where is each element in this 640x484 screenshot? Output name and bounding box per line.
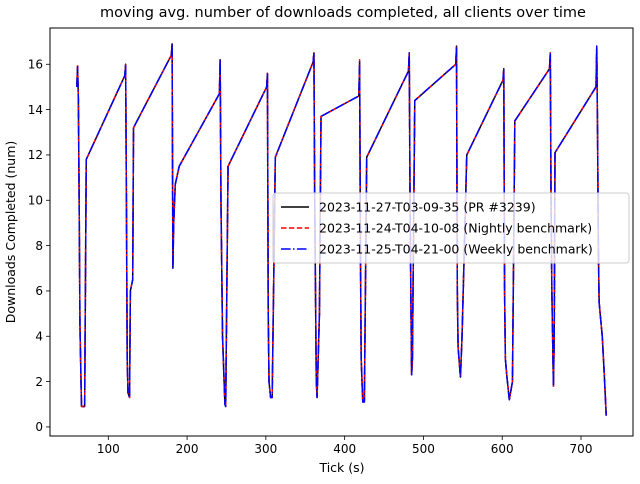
y-tick-label: 0 — [35, 420, 43, 434]
y-tick-label: 16 — [28, 58, 43, 72]
y-tick-label: 12 — [28, 148, 43, 162]
x-axis: 100 200 300 400 500 600 700 — [97, 436, 593, 456]
legend: 2023-11-27-T03-09-35 (PR #3239) 2023-11-2… — [272, 192, 630, 264]
x-tick-label: 600 — [491, 442, 514, 456]
y-tick-label: 6 — [35, 284, 43, 298]
legend-label-1: 2023-11-27-T03-09-35 (PR #3239) — [319, 200, 536, 215]
y-tick-label: 14 — [28, 103, 43, 117]
x-tick-label: 300 — [254, 442, 277, 456]
y-axis: 0 2 4 6 8 10 12 14 16 — [28, 58, 50, 434]
y-tick-label: 4 — [35, 330, 43, 344]
legend-label-3: 2023-11-25-T04-21-00 (Weekly benchmark) — [319, 242, 593, 257]
x-tick-label: 100 — [97, 442, 120, 456]
x-tick-label: 200 — [176, 442, 199, 456]
plot-frame — [49, 27, 634, 437]
series-group — [76, 43, 607, 416]
y-tick-label: 10 — [28, 194, 43, 208]
y-axis-label: Downloads Completed (num) — [3, 141, 18, 324]
chart-title: moving avg. number of downloads complete… — [100, 5, 586, 21]
y-tick-label: 8 — [35, 239, 43, 253]
series-line-3 — [76, 43, 607, 416]
y-tick-label: 2 — [35, 375, 43, 389]
x-axis-label: Tick (s) — [318, 460, 364, 475]
x-tick-label: 400 — [333, 442, 356, 456]
x-tick-label: 500 — [412, 442, 435, 456]
x-tick-label: 700 — [570, 442, 593, 456]
legend-frame — [272, 192, 630, 264]
legend-label-2: 2023-11-24-T04-10-08 (Nightly benchmark) — [319, 221, 592, 236]
